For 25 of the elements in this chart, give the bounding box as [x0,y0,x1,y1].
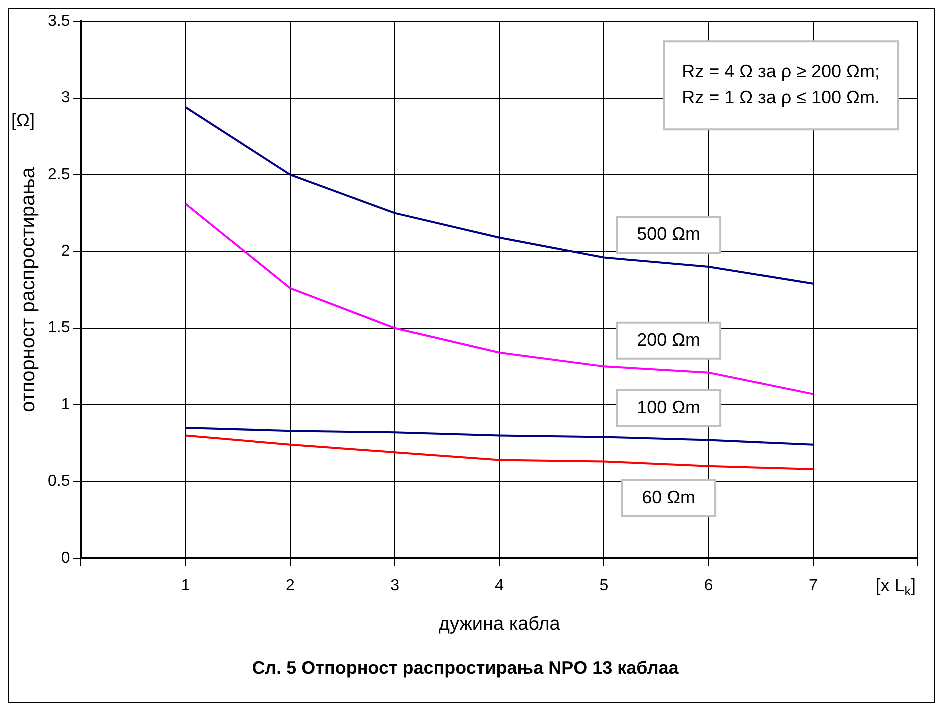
x-tick-label: 6 [704,577,714,594]
y-axis-title: отпорност распростирања [18,166,40,413]
series-label: 60 Ωm [642,487,696,508]
text: [Ω] [12,110,35,131]
y-tick-label: 0 [61,550,70,567]
x-tick-label: 7 [808,577,818,594]
x-tick-label: 1 [181,577,190,594]
y-tick-label: 1 [61,396,70,414]
y-tick-label: 2 [61,243,70,260]
text: Сл. 5 Отпорност распростирања NPO 13 каблаа [252,658,680,678]
annotation: Rz = 4 Ω за ρ ≥ 200 Ωm; [682,62,880,82]
y-tick-label: 3 [61,90,70,107]
x-tick-label: 3 [390,577,400,594]
y-tick-label: 2.5 [48,166,70,184]
x-tick-label: 5 [600,577,609,594]
y-tick-label: 0.5 [48,473,70,490]
series-label: 200 Ωm [637,330,701,350]
y-tick-label: 1.5 [48,320,70,337]
x-axis-title: дужина кабла [438,614,561,636]
y-tick-label: 3.5 [48,13,70,30]
x-tick-label: 2 [286,577,295,594]
series-label: 500 Ωm [637,224,701,244]
annotation: Rz = 1 Ω за ρ ≤ 100 Ωm. [682,88,880,108]
x-tick-label: 4 [495,577,504,594]
series-label: 100 Ωm [637,397,701,418]
